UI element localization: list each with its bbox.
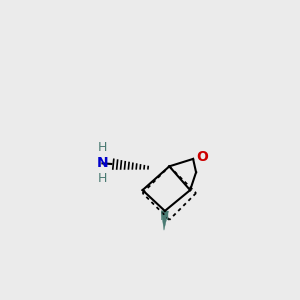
Text: O: O <box>197 150 208 164</box>
Text: H: H <box>98 172 107 185</box>
Text: H: H <box>98 142 107 154</box>
Polygon shape <box>161 211 168 230</box>
Text: N: N <box>97 156 108 170</box>
Text: H: H <box>159 210 169 223</box>
